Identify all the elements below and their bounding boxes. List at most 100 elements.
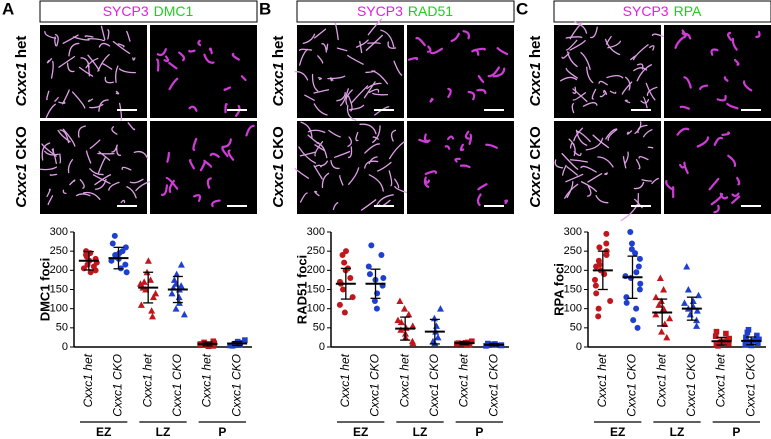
- chromosome: [347, 54, 364, 65]
- chromosome: [572, 88, 588, 103]
- chromosome: [314, 140, 324, 157]
- chromosome: [726, 102, 739, 110]
- chromosome: [127, 122, 136, 131]
- chromosome: [496, 47, 509, 56]
- chromosome: [568, 138, 576, 157]
- chromosome: [640, 98, 650, 104]
- chromosome: [224, 103, 228, 114]
- chromosome: [573, 127, 584, 142]
- x-tick-label: Cxxc1 het: [714, 353, 728, 407]
- y-tick-label: 300: [307, 226, 325, 238]
- chromosome: [641, 179, 653, 182]
- chromosome: [117, 43, 125, 48]
- group-label: LZ: [413, 425, 428, 439]
- data-point: [636, 286, 643, 293]
- chromosome: [632, 44, 649, 61]
- micrograph: [407, 121, 514, 214]
- group-label: LZ: [670, 425, 685, 439]
- chromosome: [121, 166, 132, 171]
- chromosome: [104, 76, 114, 84]
- chromosome: [62, 189, 67, 195]
- chromosome: [561, 152, 579, 170]
- chromosome: [311, 73, 319, 92]
- data-point: [173, 270, 181, 278]
- data-point: [684, 286, 692, 293]
- header-box: [39, 0, 258, 23]
- chromosome: [46, 90, 50, 101]
- chromosome: [299, 48, 313, 52]
- chromosome: [716, 94, 727, 102]
- chromosome: [339, 174, 344, 186]
- chromosome: [636, 63, 644, 70]
- data-point: [623, 299, 630, 306]
- chromosome: [492, 67, 506, 78]
- gene: Cxxc1: [13, 62, 30, 106]
- chromosome: [364, 160, 379, 169]
- chromosome: [168, 61, 178, 70]
- chromosome: [429, 47, 443, 55]
- chromosome: [208, 47, 213, 55]
- chromosome: [727, 31, 733, 42]
- chromosome: [621, 81, 633, 95]
- chromosome: [49, 173, 58, 176]
- y-tick-label: 250: [307, 245, 325, 257]
- y-tick-label: 250: [564, 245, 582, 257]
- data-point: [635, 263, 642, 270]
- chromosome: [192, 194, 202, 202]
- x-tick-label: Cxxc1 CKO: [170, 354, 184, 417]
- chromosome: [347, 136, 352, 148]
- chromosome: [44, 30, 57, 39]
- data-point: [373, 305, 380, 312]
- chromosome: [633, 181, 645, 190]
- data-point: [593, 290, 600, 297]
- chromosome: [44, 150, 59, 156]
- data-point: [745, 326, 752, 333]
- data-point: [633, 269, 640, 276]
- chromosome: [731, 192, 740, 197]
- chromosome: [98, 151, 111, 161]
- data-point: [144, 257, 152, 264]
- chromosome: [317, 55, 324, 64]
- chromosome: [332, 202, 339, 211]
- data-point: [686, 310, 694, 318]
- chromosome: [307, 134, 320, 144]
- chromosome: [355, 131, 359, 142]
- chromosome: [363, 81, 376, 99]
- data-point: [715, 343, 721, 349]
- chromosome: [54, 96, 59, 102]
- panel-letter: C: [516, 0, 528, 18]
- chromosome: [126, 186, 137, 199]
- chromosome: [580, 51, 591, 71]
- chromosome: [231, 52, 240, 61]
- chromosome: [696, 136, 710, 148]
- row-label: Cxxc1 CKO: [527, 126, 544, 208]
- group-label: LZ: [156, 425, 171, 439]
- chromosome: [227, 149, 235, 161]
- chromosome: [307, 129, 326, 133]
- chromosome: [719, 192, 729, 200]
- chromosome: [346, 104, 357, 121]
- chromosome: [665, 179, 675, 191]
- chromosome: [168, 77, 179, 91]
- data-point: [142, 286, 150, 293]
- chromosome: [415, 36, 426, 47]
- data-point: [596, 261, 603, 268]
- chromosome: [294, 168, 309, 179]
- x-tick-label: Cxxc1 CKO: [625, 354, 639, 417]
- chromosome: [377, 161, 392, 172]
- chromosome: [58, 101, 66, 104]
- chromosome: [98, 42, 111, 48]
- chromosome: [59, 153, 62, 164]
- chromosome: [50, 60, 54, 79]
- y-tick-label: 200: [50, 264, 68, 276]
- chromosome: [118, 68, 136, 74]
- data-point: [87, 269, 94, 276]
- chromosome: [87, 38, 105, 42]
- gene: Cxxc1: [527, 164, 544, 208]
- gene: Cxxc1: [270, 62, 287, 106]
- chromosome: [133, 150, 149, 159]
- data-point: [607, 298, 614, 304]
- chromosome: [84, 35, 94, 38]
- chromosome: [462, 30, 470, 40]
- data-point: [402, 324, 410, 331]
